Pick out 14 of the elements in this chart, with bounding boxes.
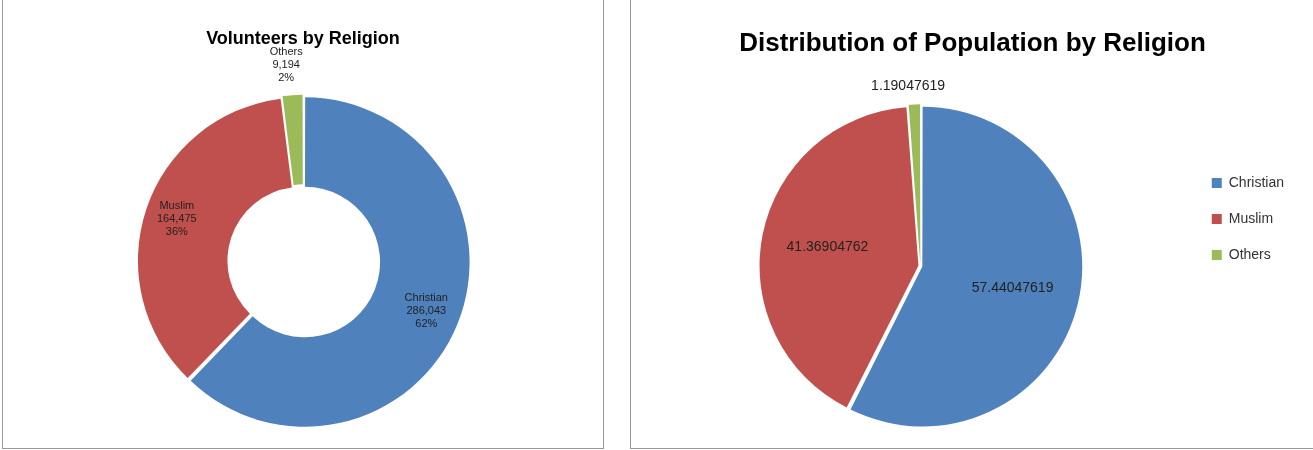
data-label: 41.36904762 xyxy=(786,238,869,255)
chart-title: Volunteers by Religion xyxy=(206,27,400,48)
legend-label: Muslim xyxy=(1228,209,1274,226)
data-label: 1.19047619 xyxy=(871,77,946,94)
slice-label: Christian xyxy=(404,291,448,304)
legend-label: Others xyxy=(1228,245,1271,262)
slice-label: Others xyxy=(269,45,304,58)
chart-title: Distribution of Population by Religion xyxy=(739,26,1206,57)
data-label: 57.44047619 xyxy=(971,278,1054,295)
slice-label: Muslim xyxy=(159,199,195,212)
legend-label: Christian xyxy=(1228,173,1285,190)
data-label: 9,194 2% xyxy=(272,58,300,84)
data-label: 286,043 62% xyxy=(406,304,447,330)
data-label: 164,475 36% xyxy=(156,212,197,238)
